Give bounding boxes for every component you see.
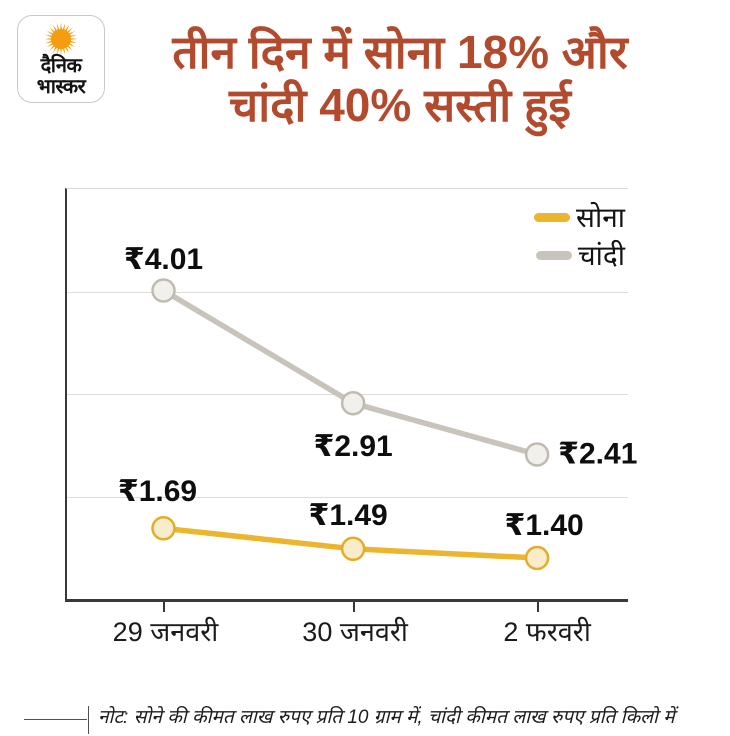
footnote: नोट: सोने की कीमत लाख रुपए प्रति 10 ग्रा… [98,707,675,728]
value-label: ₹1.40 [504,509,584,542]
x-axis-label: 29 जनवरी [112,617,219,647]
value-label: ₹4.01 [123,243,204,277]
data-point [340,390,366,416]
legend-item-सोना: सोना [534,202,625,233]
x-axis-label: 2 फरवरी [503,617,591,647]
brand-name-line2: भास्कर [36,76,86,98]
value-label: ₹1.69 [117,475,198,509]
data-point [340,536,366,562]
x-tick [537,601,540,612]
x-tick [163,601,166,612]
x-tick [353,601,356,612]
headline-line2: चांदी 40% सस्ती हुई [228,79,571,131]
gridline [67,291,628,293]
headline: तीन दिन में सोना 18% और चांदी 40% सस्ती … [110,26,690,132]
sun-icon [44,22,78,56]
gridline [67,496,628,498]
legend-label: सोना [576,202,625,233]
note-rule-bar [88,706,89,734]
chart-legend: सोना चांदी [534,202,625,278]
data-point [151,516,176,541]
data-point [524,442,550,467]
data-point [151,278,176,303]
legend-item-चांदी: चांदी [534,240,625,271]
note-rule-line [24,719,87,720]
value-label: ₹2.41 [558,437,638,471]
legend-swatch [534,213,571,222]
value-label: ₹1.49 [308,498,388,532]
data-point [524,545,550,571]
brand-name-line1: दैनिक [40,55,82,77]
series-svg [151,278,550,571]
legend-label: चांदी [577,240,625,271]
brand-logo: दैनिक भास्कर [17,15,105,103]
plot-area: सोना चांदी ₹4.01 ₹2.91 ₹2.41 ₹1.69 ₹1.49 ₹1.40 [65,188,637,602]
value-label: ₹2.91 [313,430,393,464]
x-axis-label: 30 जनवरी [302,617,408,647]
headline-line1: तीन दिन में सोना 18% और [172,26,628,78]
legend-swatch [535,251,572,260]
